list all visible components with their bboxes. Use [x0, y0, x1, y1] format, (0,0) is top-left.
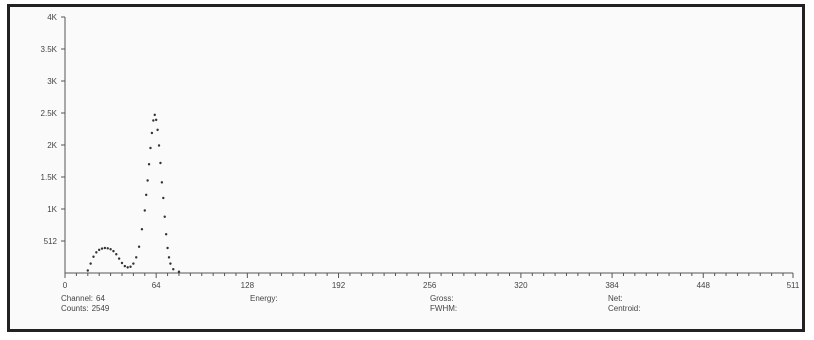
data-point — [100, 247, 104, 250]
y-ticks: 512 1K 1.5K 2K 2.5K 3K 3.5K 4K — [41, 13, 65, 246]
data-point — [177, 270, 181, 273]
data-point — [132, 262, 135, 265]
data-point — [117, 257, 121, 260]
y-tick-label: 2.5K — [41, 109, 58, 118]
y-tick-label: 512 — [44, 237, 58, 246]
channel-readout: Channel: 64 — [61, 294, 105, 304]
x-tick-label: 320 — [514, 281, 528, 290]
y-tick-label: 3K — [47, 77, 57, 86]
data-point — [149, 146, 152, 150]
data-point — [86, 269, 89, 272]
x-ticks: 0 64 128 192 256 320 384 448 511 — [63, 273, 800, 290]
data-point — [154, 118, 158, 122]
data-point — [115, 253, 118, 256]
x-tick-label: 0 — [63, 281, 68, 290]
data-point — [126, 266, 129, 269]
y-tick-label: 1K — [47, 205, 57, 214]
x-tick-label: 256 — [423, 281, 437, 290]
data-point — [92, 255, 95, 258]
y-tick-label: 4K — [47, 13, 57, 22]
data-point — [156, 128, 159, 132]
data-point — [150, 131, 154, 135]
data-point — [135, 256, 138, 259]
data-point — [143, 209, 146, 212]
y-tick-label: 1.5K — [41, 173, 58, 182]
data-point — [106, 247, 109, 250]
data-point — [120, 261, 124, 265]
data-point — [152, 119, 155, 122]
data-point — [164, 233, 168, 236]
x-tick-label: 64 — [152, 281, 161, 290]
data-point — [129, 265, 132, 268]
data-point — [166, 246, 169, 250]
data-point — [157, 144, 161, 147]
data-point — [162, 196, 165, 200]
counts-value: 2549 — [91, 304, 110, 313]
gross-label: Gross: — [430, 294, 454, 303]
spectrum-series — [86, 113, 181, 273]
y-tick-label: 2K — [47, 141, 57, 150]
data-point — [167, 256, 171, 259]
data-point — [145, 193, 148, 197]
data-point — [123, 264, 127, 268]
data-point — [163, 215, 166, 218]
y-tick-label: 3.5K — [41, 45, 58, 54]
centroid-label: Centroid: — [608, 304, 641, 313]
data-point — [160, 181, 164, 184]
data-point — [172, 268, 175, 271]
fwhm-label: FWHM: — [430, 304, 458, 313]
x-tick-label: 384 — [605, 281, 619, 290]
channel-label: Channel: — [61, 294, 94, 303]
data-point — [147, 163, 151, 166]
counts-label: Counts: — [61, 304, 89, 313]
x-tick-label: 448 — [697, 281, 711, 290]
data-point — [159, 161, 162, 165]
data-point — [112, 249, 115, 253]
net-label: Net: — [608, 294, 623, 303]
spectrum-plot[interactable]: 512 1K 1.5K 2K 2.5K 3K 3.5K 4K 0 64 128 192 256 320 3… — [10, 7, 802, 329]
data-point — [140, 228, 144, 231]
energy-label: Energy: — [250, 294, 278, 303]
data-point — [109, 248, 112, 251]
data-point — [89, 262, 92, 265]
counts-readout: Counts: 2549 — [61, 304, 109, 314]
spectrum-window: 512 1K 1.5K 2K 2.5K 3K 3.5K 4K 0 64 128 192 256 320 3… — [7, 4, 805, 332]
data-point — [97, 248, 101, 252]
channel-value: 64 — [96, 294, 105, 303]
x-tick-label: 128 — [241, 281, 255, 290]
data-point — [169, 262, 172, 265]
x-tick-label: 511 — [787, 281, 800, 290]
data-point — [137, 245, 141, 248]
data-point — [95, 251, 98, 254]
data-point — [146, 179, 149, 182]
data-point — [153, 113, 156, 117]
x-tick-label: 192 — [332, 281, 346, 290]
data-point — [103, 246, 107, 250]
